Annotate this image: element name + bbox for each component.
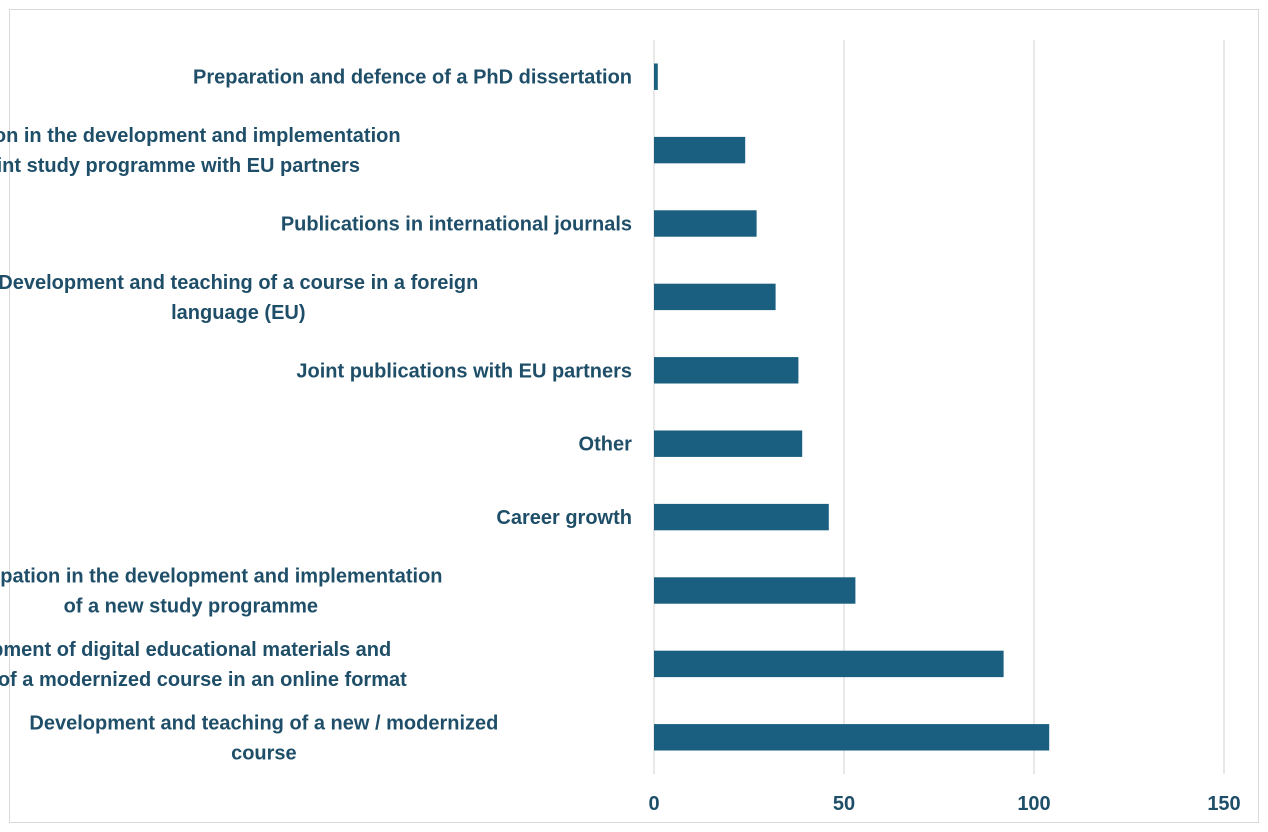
chart-frame <box>9 9 1259 823</box>
category-label-line: Development and teaching of a new / mode… <box>29 712 498 734</box>
category-label-line: of a new study programme <box>64 596 319 618</box>
category-label-line: course <box>231 742 297 764</box>
category-label-3: Publications in international journals <box>281 214 632 236</box>
category-label-line: Publications in international journals <box>281 214 632 236</box>
category-label-5: Joint publications with EU partners <box>296 360 632 382</box>
category-label-line: language (EU) <box>171 302 305 324</box>
bar-1 <box>654 63 658 90</box>
bar-4 <box>654 283 776 311</box>
category-label-10: Development and teaching of a new / mode… <box>29 712 498 764</box>
category-label-4: Development and teaching of a course in … <box>0 272 478 324</box>
category-label-8: Participation in the development and imp… <box>0 566 443 618</box>
category-labels: Preparation and defence of a PhD dissert… <box>0 67 632 765</box>
category-label-line: Participation in the development and imp… <box>0 125 401 147</box>
category-label-9: Development of digital educational mater… <box>0 639 407 691</box>
category-label-line: Preparation and defence of a PhD dissert… <box>193 67 632 89</box>
bar-5 <box>654 357 799 384</box>
bar-3 <box>654 210 757 237</box>
category-label-line: Career growth <box>496 507 632 529</box>
x-tick-label-100: 100 <box>1017 793 1050 815</box>
x-tick-label-0: 0 <box>648 793 659 815</box>
bar-7 <box>654 503 829 531</box>
bar-9 <box>654 650 1004 678</box>
category-label-line: Development and teaching of a course in … <box>0 272 478 294</box>
category-label-line: Joint publications with EU partners <box>296 360 632 382</box>
bar-10 <box>654 724 1050 751</box>
bars <box>654 63 1050 751</box>
category-label-7: Career growth <box>496 507 632 529</box>
x-tick-label-50: 50 <box>833 793 855 815</box>
bar-2 <box>654 136 746 164</box>
category-label-line: Participation in the development and imp… <box>0 566 443 588</box>
x-axis-ticks: 0 50 100 150 <box>648 793 1240 815</box>
category-label-1: Preparation and defence of a PhD dissert… <box>193 67 632 89</box>
x-tick-label-150: 150 <box>1207 793 1240 815</box>
category-label-6: Other <box>579 434 633 456</box>
category-label-2: Participation in the development and imp… <box>0 125 401 177</box>
bar-6 <box>654 430 803 457</box>
category-label-line: of a joint study programme with EU partn… <box>0 155 360 177</box>
category-label-line: Development of digital educational mater… <box>0 639 391 661</box>
bar-8 <box>654 577 856 604</box>
category-label-line: Other <box>579 434 633 456</box>
category-label-line: teaching of a modernized course in an on… <box>0 669 407 691</box>
